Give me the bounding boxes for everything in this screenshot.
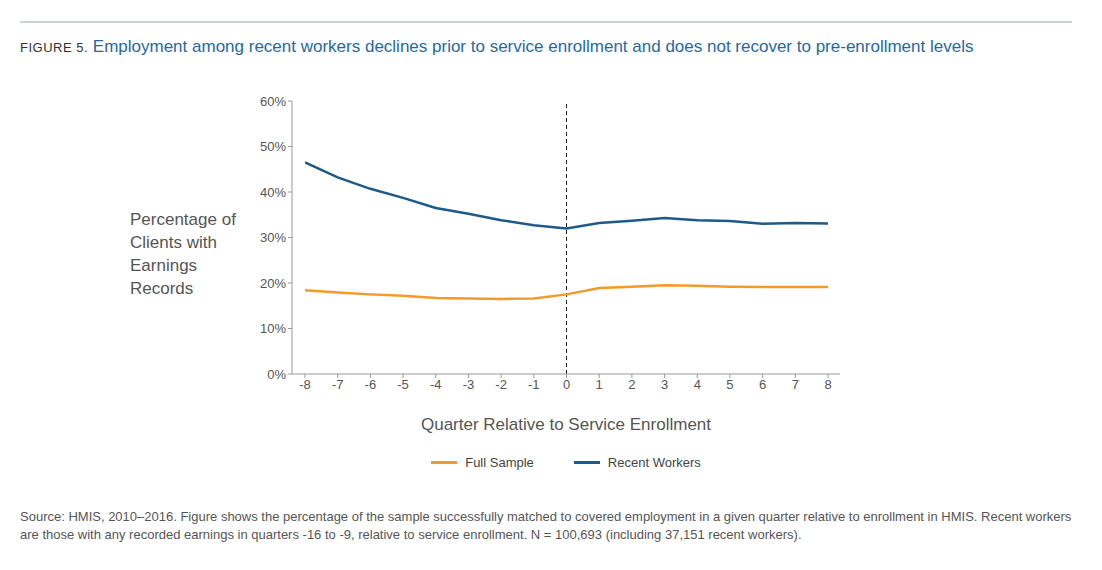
svg-text:20%: 20% (260, 276, 286, 291)
svg-text:4: 4 (694, 377, 701, 392)
svg-text:60%: 60% (260, 94, 286, 109)
html-text:Source: HMIS, 2010–2016. Figur: Source: HMIS, 2010–2016. Figure shows th… (20, 509, 1072, 542)
svg-text:-1: -1 (528, 377, 540, 392)
svg-text:30%: 30% (260, 230, 286, 245)
svg-text:1: 1 (596, 377, 603, 392)
svg-text:-5: -5 (397, 377, 409, 392)
svg-text:40%: 40% (260, 185, 286, 200)
html-text:Quarter Relative to Service En: Quarter Relative to Service Enrollment (421, 415, 711, 434)
svg-text:-2: -2 (495, 377, 507, 392)
svg-text:2: 2 (628, 377, 635, 392)
svg-text:8: 8 (824, 377, 831, 392)
svg-text:50%: 50% (260, 139, 286, 154)
html-text:Full Sample: Full Sample (465, 455, 534, 470)
svg-text:-3: -3 (463, 377, 475, 392)
svg-text:0%: 0% (267, 367, 286, 382)
svg-text:7: 7 (792, 377, 799, 392)
html-text:FIGURE 5. Employment among rec: FIGURE 5. Employment among recent worker… (20, 37, 974, 56)
html-text:Percentage of Clients with Ear: Percentage of Clients with Earnings Reco… (130, 210, 236, 298)
svg-text:10%: 10% (260, 321, 286, 336)
svg-text:-7: -7 (332, 377, 344, 392)
html-text:Recent Workers: Recent Workers (607, 455, 701, 470)
svg-text:3: 3 (661, 377, 668, 392)
svg-text:-6: -6 (365, 377, 377, 392)
svg-text:-8: -8 (299, 377, 311, 392)
svg-text:0: 0 (563, 377, 570, 392)
svg-text:-4: -4 (430, 377, 442, 392)
svg-text:6: 6 (759, 377, 766, 392)
svg-text:5: 5 (726, 377, 733, 392)
